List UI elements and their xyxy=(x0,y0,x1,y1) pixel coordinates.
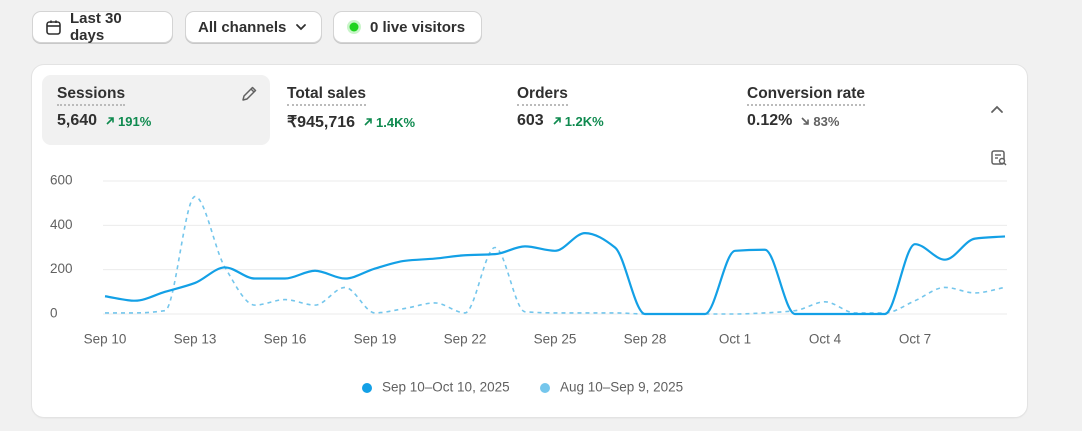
metric-row: ₹945,716 1.4K% xyxy=(287,112,485,132)
live-visitors-button[interactable]: 0 live visitors xyxy=(333,11,482,43)
x-tick-label: Sep 25 xyxy=(534,332,577,347)
metric-row: 5,640 191% xyxy=(57,112,255,130)
date-range-button[interactable]: Last 30 days xyxy=(32,10,173,44)
x-tick-label: Sep 13 xyxy=(174,332,217,347)
arrow-up-icon xyxy=(553,117,561,125)
metric-title: Orders xyxy=(517,85,568,106)
arrow-down-icon xyxy=(801,117,810,125)
arrow-up-icon xyxy=(106,117,114,125)
metrics-card: 0 200 400 600 Sep 10 Sep 13 Sep 16 Sep 19 Sep 22… xyxy=(32,65,1027,417)
y-tick-label: 200 xyxy=(50,261,73,276)
channels-button[interactable]: All channels xyxy=(185,11,322,43)
legend-marker xyxy=(362,383,372,393)
metric-title: Total sales xyxy=(287,85,366,106)
metric-value: 0.12% xyxy=(747,112,793,129)
series-line xyxy=(104,195,1006,315)
x-tick-label: Sep 22 xyxy=(444,332,487,347)
metric-value: 603 xyxy=(517,112,544,129)
x-tick-label: Sep 16 xyxy=(264,332,307,347)
x-tick-label: Sep 28 xyxy=(624,332,667,347)
metric-change-value: 191% xyxy=(118,113,152,129)
metric-change-value: 83% xyxy=(813,113,840,129)
edit-icon[interactable] xyxy=(240,85,258,103)
x-tick-label: Sep 10 xyxy=(84,332,127,347)
metric-row: 0.12% 83% xyxy=(747,112,945,130)
calendar-icon xyxy=(46,20,61,35)
metric-change: 1.4K% xyxy=(363,115,415,130)
metric-change: 83% xyxy=(800,114,839,129)
metric-value: ₹945,716 xyxy=(287,114,356,131)
collapse-icon[interactable] xyxy=(989,102,1005,118)
channels-label: All channels xyxy=(198,18,287,36)
y-tick-label: 600 xyxy=(50,173,73,188)
legend-label: Sep 10–Oct 10, 2025 xyxy=(382,380,510,395)
y-tick-label: 400 xyxy=(50,217,73,232)
x-tick-label: Oct 1 xyxy=(719,332,751,347)
date-range-label: Last 30 days xyxy=(69,10,122,44)
metric-tile[interactable]: Orders 603 1.2K% xyxy=(502,75,730,145)
x-tick-label: Oct 7 xyxy=(899,332,931,347)
metric-title: Sessions xyxy=(57,85,126,106)
report-icon[interactable] xyxy=(990,149,1008,167)
metric-tile[interactable]: Total sales ₹945,716 1.4K% xyxy=(272,75,500,145)
live-visitors-label: 0 live visitors xyxy=(370,18,466,36)
metric-change-value: 1.2K% xyxy=(564,113,604,129)
chevron-down xyxy=(296,24,307,31)
legend-marker xyxy=(540,383,550,393)
x-tick-label: Sep 19 xyxy=(354,332,397,347)
metric-tile[interactable]: Sessions 5,640 191% xyxy=(42,75,270,145)
metric-title: Conversion rate xyxy=(747,85,866,106)
live-dot xyxy=(347,20,361,34)
metric-change: 191% xyxy=(105,114,151,129)
metric-tile[interactable]: Conversion rate 0.12% 83% xyxy=(732,75,960,145)
y-tick-label: 0 xyxy=(50,306,58,321)
x-tick-label: Oct 4 xyxy=(809,332,842,347)
legend-label: Aug 10–Sep 9, 2025 xyxy=(560,380,683,395)
chart: 0 200 400 600 Sep 10 Sep 13 Sep 16 Sep 19 Sep 22… xyxy=(50,173,1007,395)
metric-change: 1.2K% xyxy=(552,114,604,129)
series-line xyxy=(104,231,1006,316)
metric-row: 603 1.2K% xyxy=(517,112,715,130)
arrow-up-icon xyxy=(364,118,372,126)
metric-change-value: 1.4K% xyxy=(376,114,416,130)
metric-value: 5,640 xyxy=(57,112,98,129)
